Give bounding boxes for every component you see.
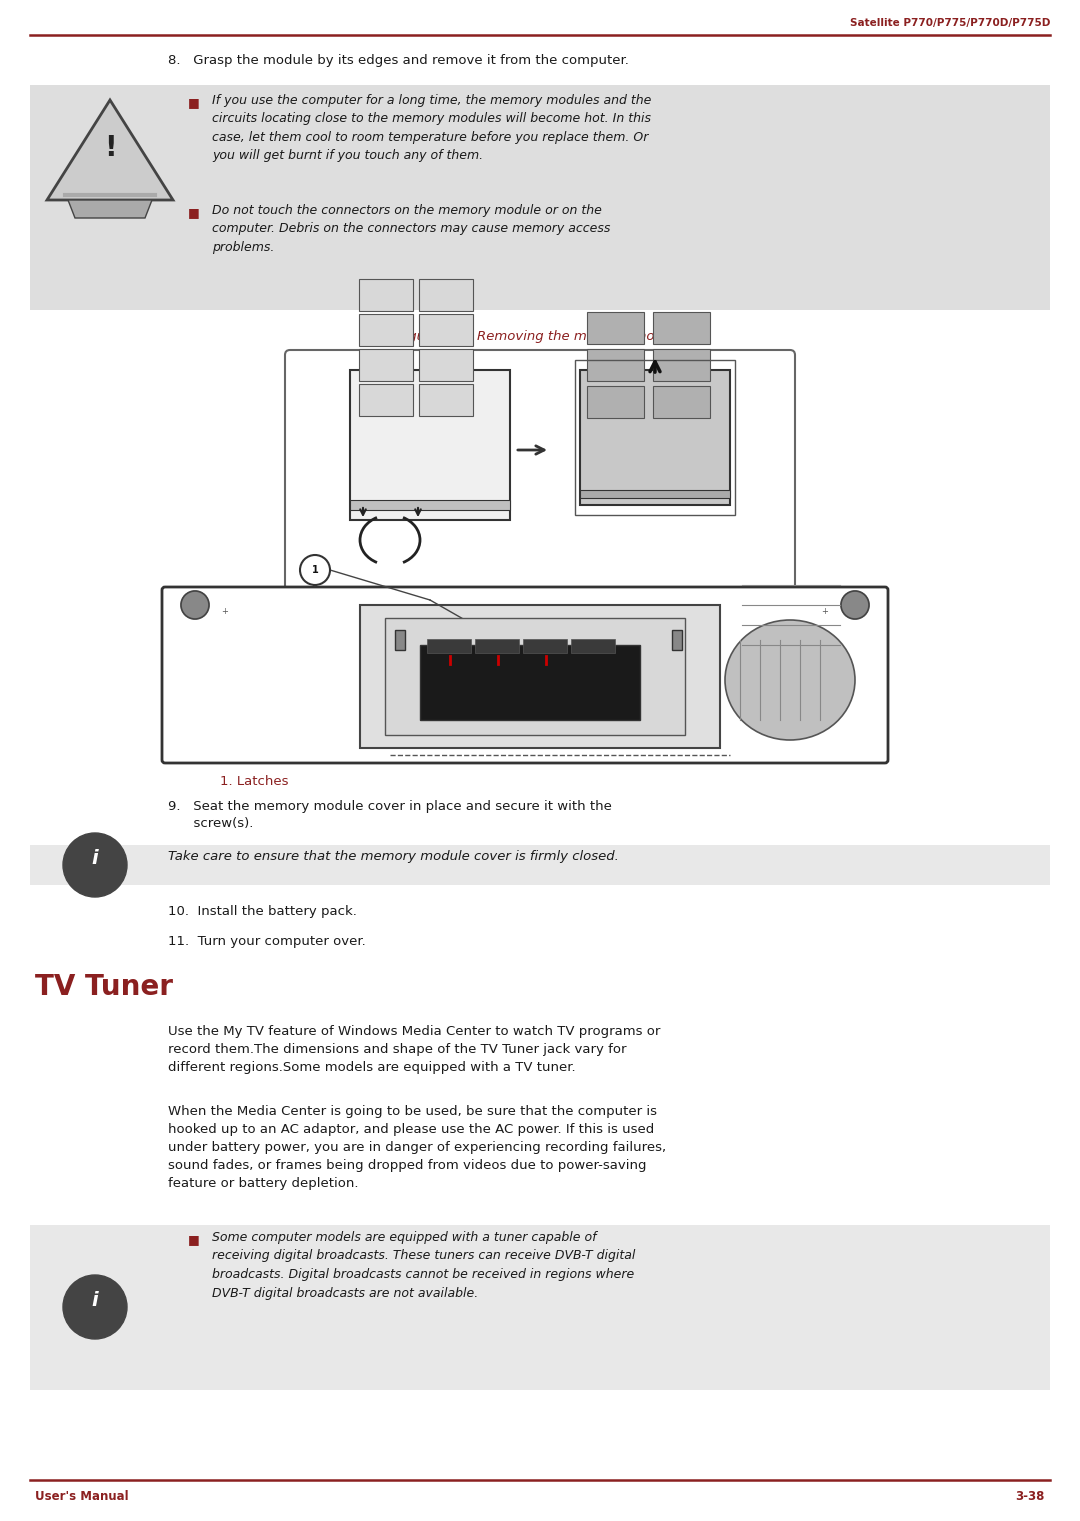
FancyBboxPatch shape xyxy=(427,639,471,653)
Text: Use the My TV feature of Windows Media Center to watch TV programs or
record the: Use the My TV feature of Windows Media C… xyxy=(168,1025,660,1074)
FancyBboxPatch shape xyxy=(580,370,730,505)
Text: Satellite P770/P775/P770D/P775D: Satellite P770/P775/P770D/P775D xyxy=(850,18,1050,27)
Text: 1: 1 xyxy=(312,564,319,575)
Text: Figure 3-14 Removing the memory module: Figure 3-14 Removing the memory module xyxy=(397,330,683,344)
FancyBboxPatch shape xyxy=(359,383,413,417)
FancyBboxPatch shape xyxy=(571,639,615,653)
FancyBboxPatch shape xyxy=(653,312,710,344)
Polygon shape xyxy=(48,100,173,199)
FancyBboxPatch shape xyxy=(588,386,644,418)
FancyBboxPatch shape xyxy=(419,313,473,345)
Text: Do not touch the connectors on the memory module or on the
computer. Debris on t: Do not touch the connectors on the memor… xyxy=(212,204,610,254)
Text: ■: ■ xyxy=(188,205,200,219)
FancyBboxPatch shape xyxy=(350,370,510,520)
FancyBboxPatch shape xyxy=(475,639,519,653)
Circle shape xyxy=(63,834,127,897)
FancyBboxPatch shape xyxy=(285,350,795,590)
Text: 8.   Grasp the module by its edges and remove it from the computer.: 8. Grasp the module by its edges and rem… xyxy=(168,55,629,67)
Circle shape xyxy=(841,592,869,619)
FancyBboxPatch shape xyxy=(588,312,644,344)
Text: i: i xyxy=(92,850,98,868)
FancyBboxPatch shape xyxy=(419,278,473,310)
FancyBboxPatch shape xyxy=(30,846,1050,885)
FancyBboxPatch shape xyxy=(359,278,413,310)
FancyBboxPatch shape xyxy=(395,630,405,649)
Polygon shape xyxy=(68,199,152,218)
Text: 3-38: 3-38 xyxy=(1015,1491,1045,1503)
FancyBboxPatch shape xyxy=(523,639,567,653)
FancyBboxPatch shape xyxy=(359,313,413,345)
FancyBboxPatch shape xyxy=(350,500,510,510)
FancyBboxPatch shape xyxy=(420,645,640,719)
Circle shape xyxy=(300,555,330,586)
FancyBboxPatch shape xyxy=(653,348,710,380)
FancyBboxPatch shape xyxy=(384,618,685,735)
FancyBboxPatch shape xyxy=(672,630,681,649)
Text: ■: ■ xyxy=(188,1234,200,1246)
Text: i: i xyxy=(92,1291,98,1311)
Text: 9.   Seat the memory module cover in place and secure it with the
      screw(s): 9. Seat the memory module cover in place… xyxy=(168,800,612,830)
FancyBboxPatch shape xyxy=(588,348,644,380)
FancyBboxPatch shape xyxy=(162,587,888,764)
Text: ■: ■ xyxy=(188,96,200,110)
Text: !: ! xyxy=(104,134,117,163)
Text: 10.  Install the battery pack.: 10. Install the battery pack. xyxy=(168,905,356,919)
Circle shape xyxy=(63,1275,127,1338)
Circle shape xyxy=(181,592,210,619)
Text: Take care to ensure that the memory module cover is firmly closed.: Take care to ensure that the memory modu… xyxy=(168,850,619,862)
FancyBboxPatch shape xyxy=(360,605,720,748)
FancyBboxPatch shape xyxy=(359,348,413,380)
Text: When the Media Center is going to be used, be sure that the computer is
hooked u: When the Media Center is going to be use… xyxy=(168,1104,666,1189)
FancyBboxPatch shape xyxy=(419,383,473,417)
Text: +: + xyxy=(221,607,229,616)
Text: Some computer models are equipped with a tuner capable of
receiving digital broa: Some computer models are equipped with a… xyxy=(212,1230,635,1299)
Text: 1. Latches: 1. Latches xyxy=(220,776,288,788)
FancyBboxPatch shape xyxy=(580,490,730,497)
FancyBboxPatch shape xyxy=(419,348,473,380)
Text: TV Tuner: TV Tuner xyxy=(35,973,173,1001)
FancyBboxPatch shape xyxy=(30,1224,1050,1390)
Text: 11.  Turn your computer over.: 11. Turn your computer over. xyxy=(168,935,366,948)
FancyBboxPatch shape xyxy=(30,85,1050,310)
Text: If you use the computer for a long time, the memory modules and the
circuits loc: If you use the computer for a long time,… xyxy=(212,94,651,163)
Ellipse shape xyxy=(725,621,855,741)
Text: User's Manual: User's Manual xyxy=(35,1491,129,1503)
Text: +: + xyxy=(822,607,828,616)
FancyBboxPatch shape xyxy=(653,386,710,418)
